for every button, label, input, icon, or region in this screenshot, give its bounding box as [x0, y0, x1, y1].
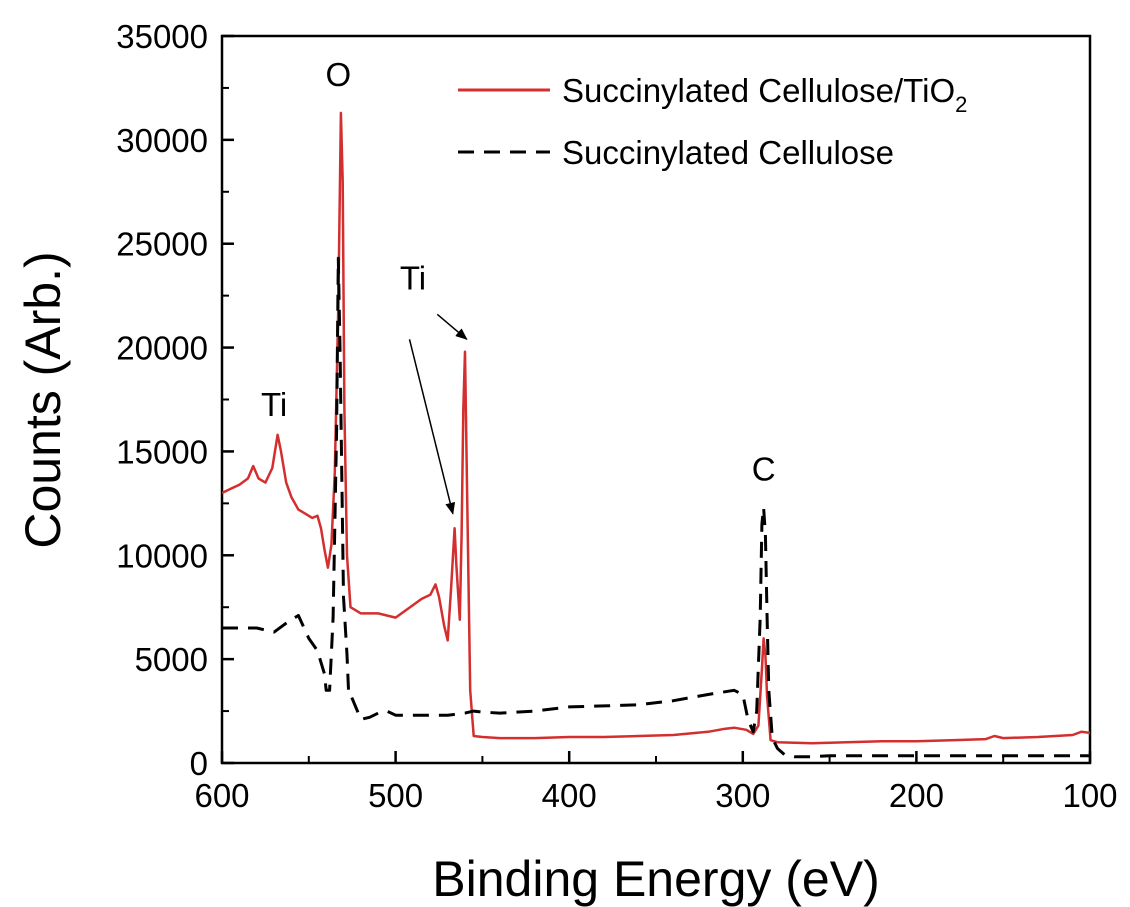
legend-label-succinylated-cellulose-tio2: Succinylated Cellulose/TiO2: [562, 72, 967, 117]
x-tick-label: 100: [1062, 777, 1117, 814]
legend-label-succinylated-cellulose: Succinylated Cellulose: [562, 134, 894, 171]
peak-label: O: [325, 56, 351, 93]
y-axis-ticks: 0 5000 10000 15000 20000 25000 30000 35000: [116, 18, 234, 782]
legend-subscript: 2: [955, 92, 967, 117]
y-tick-label: 0: [190, 745, 208, 782]
y-tick-label: 20000: [116, 330, 208, 367]
x-tick-label: 500: [368, 777, 423, 814]
y-tick-label: 30000: [116, 122, 208, 159]
series-line-succinylated-cellulose-tio2: [222, 111, 1090, 745]
x-tick-label: 600: [194, 777, 249, 814]
x-axis-title: Binding Energy (eV): [432, 851, 879, 907]
x-tick-label: 400: [542, 777, 597, 814]
y-tick-label: 5000: [135, 641, 208, 678]
series-line-succinylated-cellulose: [222, 256, 1090, 759]
y-tick-label: 10000: [116, 537, 208, 574]
x-tick-label: 200: [889, 777, 944, 814]
y-tick-label: 15000: [116, 433, 208, 470]
annotation-arrow: [408, 339, 456, 515]
peak-label: Ti: [261, 386, 287, 423]
x-tick-label: 300: [715, 777, 770, 814]
y-axis-title: Counts (Arb.): [15, 251, 71, 548]
y-tick-label: 25000: [116, 226, 208, 263]
annotation-arrow: [436, 313, 468, 340]
peak-annotations: O Ti Ti C: [261, 56, 776, 515]
x-axis-ticks: 600 500 400 300 200 100: [194, 751, 1118, 814]
peak-label: Ti: [400, 259, 426, 296]
legend: Succinylated Cellulose/TiO2 Succinylated…: [458, 72, 967, 171]
y-tick-label: 35000: [116, 18, 208, 55]
peak-label: C: [752, 451, 776, 488]
